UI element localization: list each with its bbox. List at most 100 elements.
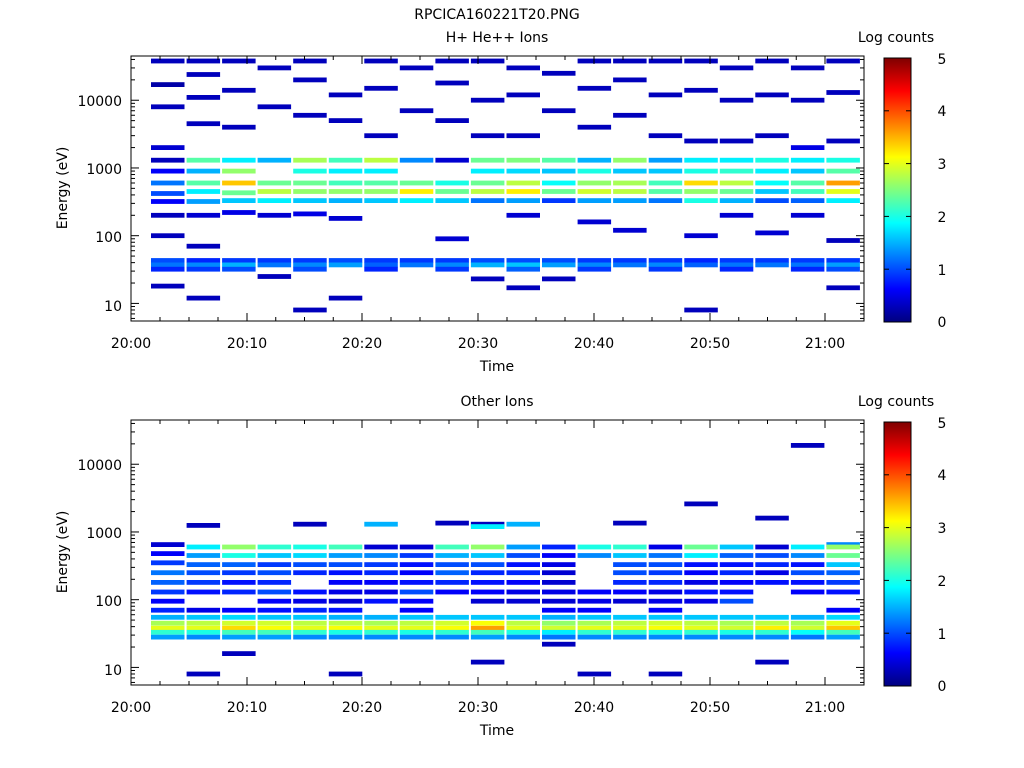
heatmap-cell bbox=[648, 168, 683, 174]
x-tick-labels: 20:00 20:10 20:20 20:30 20:40 20:50 21:0… bbox=[111, 700, 845, 716]
heatmap-cell bbox=[364, 634, 398, 640]
heatmap-cell bbox=[648, 262, 683, 268]
heatmap-cell bbox=[186, 95, 221, 100]
heatmap-cell bbox=[151, 168, 185, 174]
heatmap-cell bbox=[542, 276, 576, 282]
heatmap-cell bbox=[328, 180, 363, 186]
heatmap-cell bbox=[790, 65, 825, 71]
heatmap-cell bbox=[648, 625, 683, 631]
heatmap-cell bbox=[470, 553, 505, 558]
heatmap-cell bbox=[293, 157, 327, 163]
heatmap-cell bbox=[542, 544, 576, 550]
heatmap-cell bbox=[719, 262, 754, 268]
heatmap-cell bbox=[364, 629, 398, 635]
heatmap-cell bbox=[257, 614, 292, 620]
colorbar-tick-label: 2 bbox=[938, 210, 947, 226]
heatmap-cell bbox=[364, 614, 398, 620]
heatmap-cell bbox=[470, 521, 505, 527]
heatmap-cell bbox=[755, 198, 789, 203]
heatmap-cell bbox=[257, 598, 292, 604]
heatmap-cell bbox=[648, 671, 683, 677]
heatmap-cell bbox=[790, 614, 825, 620]
x-tick-label: 20:00 bbox=[111, 336, 151, 352]
heatmap-cell bbox=[790, 544, 825, 550]
heatmap-cell bbox=[613, 625, 647, 631]
heatmap-cell bbox=[826, 168, 860, 174]
heatmap-cell bbox=[790, 266, 825, 272]
y-tick-label: 100 bbox=[95, 230, 122, 246]
heatmap-cell bbox=[826, 58, 860, 64]
heatmap-cell bbox=[648, 180, 683, 186]
heatmap-cell bbox=[577, 124, 612, 130]
heatmap-cell bbox=[364, 580, 398, 585]
heatmap-cell bbox=[257, 262, 292, 268]
heatmap-cell bbox=[684, 189, 718, 194]
heatmap-cell bbox=[684, 180, 718, 186]
heatmap-cell bbox=[577, 607, 612, 613]
heatmap-cell bbox=[186, 614, 221, 620]
heatmap-cell bbox=[648, 58, 683, 64]
heatmap-cell bbox=[577, 671, 612, 677]
heatmap-cell bbox=[755, 157, 789, 163]
heatmap-cell bbox=[790, 262, 825, 268]
heatmap-cell bbox=[222, 198, 256, 203]
heatmap-cell bbox=[755, 189, 789, 194]
x-tick-label: 20:40 bbox=[574, 700, 614, 716]
heatmap-cell bbox=[222, 580, 256, 585]
heatmap-cell bbox=[328, 562, 363, 567]
heatmap-cell bbox=[542, 625, 576, 631]
heatmap-cell bbox=[470, 157, 505, 163]
heatmap-cell bbox=[755, 634, 789, 640]
heatmap-cell bbox=[684, 87, 718, 93]
heatmap-cell bbox=[151, 104, 185, 110]
heatmap-cell bbox=[577, 198, 612, 203]
x-tick-label: 21:00 bbox=[805, 336, 845, 352]
heatmap-cell bbox=[364, 620, 398, 626]
heatmap-cell bbox=[613, 77, 647, 83]
heatmap-cell bbox=[684, 138, 718, 144]
heatmap-cell bbox=[826, 180, 860, 186]
heatmap-cell bbox=[186, 607, 221, 613]
heatmap-cell bbox=[328, 671, 363, 677]
colorbar-tick-labels: 0 1 2 3 4 5 bbox=[938, 416, 947, 695]
heatmap-cell bbox=[506, 562, 540, 567]
heatmap-cell bbox=[186, 629, 221, 635]
heatmap-cell bbox=[684, 629, 718, 635]
heatmap-cell bbox=[293, 629, 327, 635]
heatmap-cell bbox=[470, 589, 505, 595]
heatmap-cell bbox=[506, 92, 540, 98]
heatmap-cell bbox=[293, 77, 327, 83]
heatmap-cell bbox=[151, 180, 185, 186]
heatmap-cell bbox=[826, 90, 860, 95]
heatmap-cell bbox=[790, 553, 825, 558]
heatmap-cell bbox=[222, 651, 256, 656]
heatmap-cell bbox=[470, 58, 505, 64]
heatmap-cell bbox=[506, 598, 540, 604]
heatmap-cell bbox=[826, 580, 860, 585]
heatmap-cell bbox=[826, 258, 860, 263]
heatmap-cell bbox=[719, 580, 754, 585]
colorbar-tick-label: 2 bbox=[938, 574, 947, 590]
heatmap-cell bbox=[755, 92, 789, 98]
heatmap-cell bbox=[257, 580, 292, 585]
heatmap-cell bbox=[470, 276, 505, 282]
heatmap-cell bbox=[364, 168, 398, 174]
heatmap-cell bbox=[755, 180, 789, 186]
heatmap-cell bbox=[613, 157, 647, 163]
heatmap-cell bbox=[399, 562, 434, 567]
heatmap-cell bbox=[364, 85, 398, 91]
heatmap-cell bbox=[613, 562, 647, 567]
heatmap-cell bbox=[577, 266, 612, 272]
heatmap-cell bbox=[790, 580, 825, 585]
heatmap-cell bbox=[684, 625, 718, 631]
heatmap-cell bbox=[257, 104, 292, 110]
heatmap-cell bbox=[399, 598, 434, 604]
y-tick-label: 1000 bbox=[86, 526, 122, 542]
heatmap-cell bbox=[435, 189, 469, 194]
heatmap-cells bbox=[151, 58, 860, 313]
heatmap-cell bbox=[470, 620, 505, 626]
heatmap-cell bbox=[151, 542, 185, 547]
heatmap-cell bbox=[364, 598, 398, 604]
heatmap-cell bbox=[151, 191, 185, 196]
colorbar-ticks bbox=[884, 421, 911, 687]
